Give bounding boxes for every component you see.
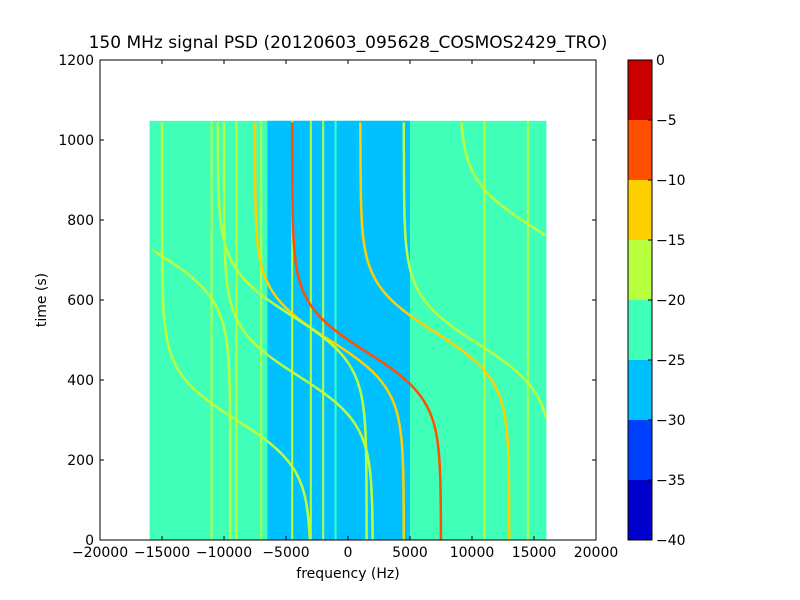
- colorbar-segment: [628, 120, 652, 180]
- signal-trace-1: [359, 122, 511, 540]
- colorbar-segment: [628, 360, 652, 420]
- colorbar-tick-label: −10: [656, 173, 686, 189]
- y-tick-label: 1200: [58, 53, 94, 69]
- colorbar-tick-label: −20: [656, 293, 686, 309]
- signal-trace-7: [460, 122, 546, 237]
- x-axis-label: frequency (Hz): [296, 566, 399, 582]
- heatmap-center-band: [267, 120, 410, 541]
- x-tick-label: −10000: [196, 545, 252, 561]
- colorbar-tick-label: −5: [656, 113, 677, 129]
- x-tick-label: 15000: [512, 545, 557, 561]
- y-tick-label: 400: [67, 373, 94, 389]
- colorbar-segment: [628, 420, 652, 480]
- signal-trace-5: [160, 122, 312, 541]
- signal-trace-8: [151, 248, 232, 540]
- y-axis: 0 200 400 600 800 1000 1200: [58, 53, 596, 549]
- y-tick-label: 600: [67, 293, 94, 309]
- x-tick-label: 10000: [450, 545, 495, 561]
- signal-trace-3: [216, 122, 368, 540]
- colorbar-segment: [628, 300, 652, 360]
- x-tick-label: −20000: [72, 545, 128, 561]
- chart-title: 150 MHz signal PSD (20120603_095628_COSM…: [89, 33, 608, 53]
- colorbar-tick-label: −30: [656, 413, 686, 429]
- signal-trace-6: [222, 122, 374, 540]
- colorbar-segment: [628, 60, 652, 120]
- colorbar-segment: [628, 240, 652, 300]
- signal-traces: [151, 120, 548, 541]
- colorbar-tick-label: −25: [656, 353, 686, 369]
- psd-heatmap: [149, 120, 547, 541]
- y-axis-label: time (s): [34, 273, 50, 327]
- x-tick-label: −5000: [262, 545, 309, 561]
- x-tick-label: 5000: [392, 545, 428, 561]
- signal-trace-4: [402, 122, 548, 418]
- y-tick-label: 0: [85, 533, 94, 549]
- colorbar: −40 −35 −30 −25 −20 −15 −10 −5 0: [627, 53, 686, 549]
- plot-area: [99, 59, 597, 541]
- colorbar-segment: [628, 180, 652, 240]
- x-tick-label: −15000: [134, 545, 190, 561]
- signal-trace-0: [290, 122, 443, 540]
- colorbar-tick-label: 0: [656, 53, 665, 69]
- y-tick-label: 200: [67, 453, 94, 469]
- x-tick-label: 20000: [574, 545, 619, 561]
- colorbar-tick-label: −15: [656, 233, 686, 249]
- y-tick-label: 1000: [58, 133, 94, 149]
- x-axis: −20000 −15000 −10000 −5000 0 5000 10000 15000 20…: [72, 60, 618, 561]
- colorbar-tick-label: −40: [656, 533, 686, 549]
- y-tick-label: 800: [67, 213, 94, 229]
- colorbar-tick-label: −35: [656, 473, 686, 489]
- colorbar-segment: [628, 480, 652, 540]
- x-tick-label: 0: [344, 545, 353, 561]
